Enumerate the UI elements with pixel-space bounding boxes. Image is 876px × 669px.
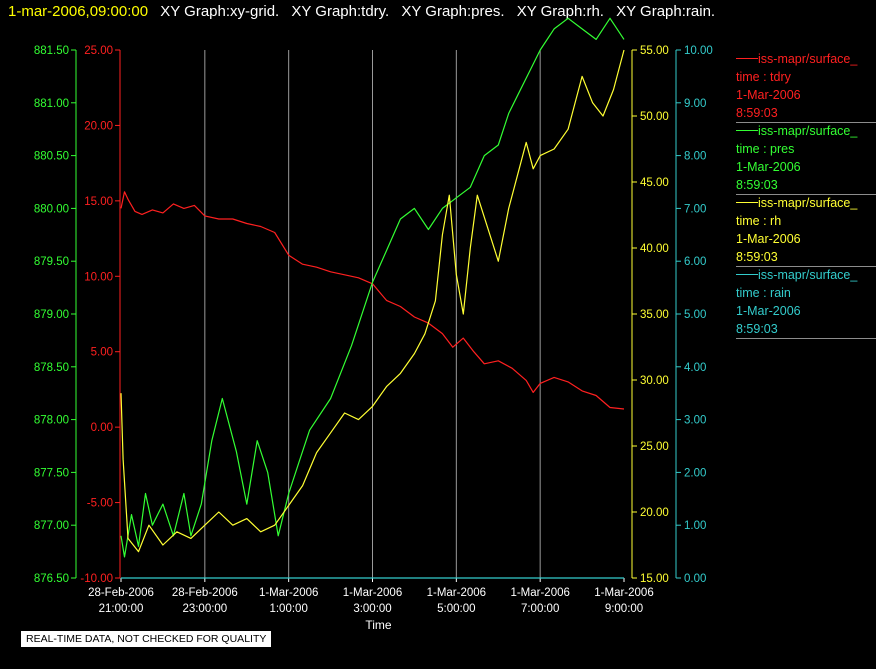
series-line-tdry xyxy=(120,191,625,410)
x-tick-label-time-6: 9:00:00 xyxy=(605,603,643,615)
axis-tick-label-rain-8: 8.00 xyxy=(684,151,706,163)
legend-rh-variable: time : rh xyxy=(736,214,782,228)
legend-entry-pres: iss-mapr/surface_ time : pres 1-Mar-2006… xyxy=(736,122,876,195)
legend-entry-rh: iss-mapr/surface_ time : rh 1-Mar-2006 8… xyxy=(736,194,876,267)
axis-tick-label-rain-3: 3.00 xyxy=(684,415,706,427)
legend-entry-rain: iss-mapr/surface_ time : rain 1-Mar-2006… xyxy=(736,266,876,339)
legend-pres-variable: time : pres xyxy=(736,142,795,156)
axis-tick-label-pres-4: 878.50 xyxy=(34,362,69,374)
graph-title-tdry: XY Graph:tdry. xyxy=(291,3,390,20)
axis-tick-label-tdry-4: 10.00 xyxy=(84,271,113,283)
x-tick-label-time-3: 3:00:00 xyxy=(353,603,391,615)
axis-tick-label-rh-5: 40.00 xyxy=(640,243,669,255)
axis-tick-label-rh-3: 30.00 xyxy=(640,375,669,387)
axis-tick-label-pres-7: 880.00 xyxy=(34,203,69,215)
axis-tick-label-rain-4: 4.00 xyxy=(684,362,706,374)
x-tick-label-time-5: 7:00:00 xyxy=(521,603,559,615)
x-tick-label-date-3: 1-Mar-2006 xyxy=(343,587,402,599)
series-line-rh xyxy=(120,49,625,553)
axis-tick-label-rain-10: 10.00 xyxy=(684,45,713,57)
legend-pres-date: 1-Mar-2006 xyxy=(736,160,801,174)
axis-tick-label-rain-7: 7.00 xyxy=(684,203,706,215)
legend-tdry-name: iss-mapr/surface_ xyxy=(736,50,876,68)
axis-tick-label-rain-5: 5.00 xyxy=(684,309,706,321)
x-tick-label-time-0: 21:00:00 xyxy=(99,603,144,615)
axis-tick-label-pres-8: 880.50 xyxy=(34,151,69,163)
axis-tick-label-rain-9: 9.00 xyxy=(684,98,706,110)
axis-tick-label-rain-2: 2.00 xyxy=(684,467,706,479)
axis-tick-label-rh-6: 45.00 xyxy=(640,177,669,189)
chart-header: 1-mar-2006,09:00:00 XY Graph:xy-grid. XY… xyxy=(8,2,715,22)
x-tick-label-date-0: 28-Feb-2006 xyxy=(88,587,154,599)
x-tick-label-time-1: 23:00:00 xyxy=(182,603,227,615)
axis-tick-label-rh-0: 15.00 xyxy=(640,573,669,585)
axis-tick-label-pres-5: 879.00 xyxy=(34,309,69,321)
legend-tdry-date: 1-Mar-2006 xyxy=(736,88,801,102)
legend-rh-date: 1-Mar-2006 xyxy=(736,232,801,246)
legend-tdry-variable: time : tdry xyxy=(736,70,791,84)
axis-tick-label-pres-0: 876.50 xyxy=(34,573,69,585)
axis-tick-label-rain-1: 1.00 xyxy=(684,520,706,532)
x-tick-label-date-1: 28-Feb-2006 xyxy=(172,587,238,599)
graph-title-pres: XY Graph:pres. xyxy=(401,3,505,20)
axis-tick-label-pres-6: 879.50 xyxy=(34,256,69,268)
axis-tick-label-rain-6: 6.00 xyxy=(684,256,706,268)
axis-tick-label-rh-2: 25.00 xyxy=(640,441,669,453)
axis-tick-label-pres-10: 881.50 xyxy=(34,45,69,57)
legend-pres-name: iss-mapr/surface_ xyxy=(736,122,876,140)
axis-tick-label-pres-9: 881.00 xyxy=(34,98,69,110)
axis-tick-label-tdry-7: 25.00 xyxy=(84,45,113,57)
legend-rain-time: 8:59:03 xyxy=(736,322,778,336)
legend-rh-name: iss-mapr/surface_ xyxy=(736,194,876,212)
axis-tick-label-rh-7: 50.00 xyxy=(640,111,669,123)
axis-tick-label-tdry-3: 5.00 xyxy=(91,347,113,359)
timestamp: 1-mar-2006,09:00:00 xyxy=(8,3,149,20)
axis-tick-label-pres-3: 878.00 xyxy=(34,415,69,427)
axis-tick-label-tdry-0: -10.00 xyxy=(80,573,113,585)
axis-tick-label-tdry-6: 20.00 xyxy=(84,120,113,132)
x-tick-label-date-2: 1-Mar-2006 xyxy=(259,587,318,599)
axis-tick-label-rh-8: 55.00 xyxy=(640,45,669,57)
legend-tdry-time: 8:59:03 xyxy=(736,106,778,120)
quality-disclaimer: REAL-TIME DATA, NOT CHECKED FOR QUALITY xyxy=(20,630,273,648)
x-tick-label-date-6: 1-Mar-2006 xyxy=(594,587,653,599)
graph-title-rain: XY Graph:rain. xyxy=(616,3,716,20)
x-tick-label-time-4: 5:00:00 xyxy=(437,603,475,615)
axis-tick-label-rh-4: 35.00 xyxy=(640,309,669,321)
graph-title-xy-grid: XY Graph:xy-grid. xyxy=(160,3,280,20)
legend-rain-date: 1-Mar-2006 xyxy=(736,304,801,318)
legend-pres-time: 8:59:03 xyxy=(736,178,778,192)
axis-tick-label-tdry-2: 0.00 xyxy=(91,422,113,434)
axis-tick-label-pres-1: 877.00 xyxy=(34,520,69,532)
legend-rh-time: 8:59:03 xyxy=(736,250,778,264)
legend-rain-name: iss-mapr/surface_ xyxy=(736,266,876,284)
legend-rain-variable: time : rain xyxy=(736,286,791,300)
x-tick-label-time-2: 1:00:00 xyxy=(269,603,307,615)
axis-tick-label-tdry-5: 15.00 xyxy=(84,196,113,208)
axis-tick-label-pres-2: 877.50 xyxy=(34,467,69,479)
legend-entry-tdry: iss-mapr/surface_ time : tdry 1-Mar-2006… xyxy=(736,50,876,123)
axis-tick-label-rh-1: 20.00 xyxy=(640,507,669,519)
axis-tick-label-tdry-1: -5.00 xyxy=(87,498,113,510)
axis-tick-label-rain-0: 0.00 xyxy=(684,573,706,585)
x-tick-label-date-5: 1-Mar-2006 xyxy=(510,587,569,599)
graph-title-rh: XY Graph:rh. xyxy=(516,3,604,20)
x-tick-label-date-4: 1-Mar-2006 xyxy=(427,587,486,599)
x-axis-label: Time xyxy=(365,618,392,632)
